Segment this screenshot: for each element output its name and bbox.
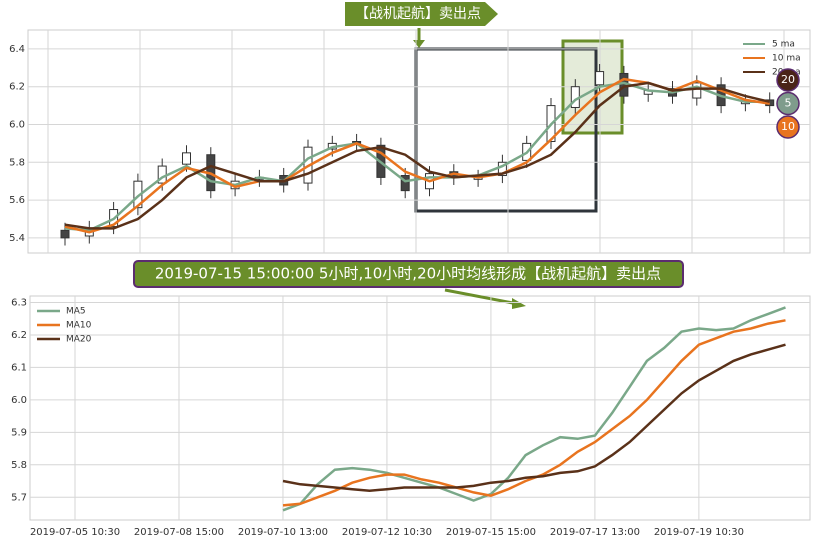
y-tick-label: 6.3: [11, 297, 27, 308]
y-tick-label: 5.6: [9, 195, 25, 206]
arrow: [444, 288, 519, 306]
badge: [776, 68, 800, 92]
candle-body: [182, 152, 191, 165]
y-tick-label: 6.2: [11, 330, 27, 341]
ma-line: [282, 343, 786, 493]
arrow-head: [512, 298, 526, 309]
x-tick-label: 2019-07-10 13:00: [238, 527, 328, 538]
y-tick-label: 6.0: [11, 395, 27, 406]
legend-label: 5 ma: [772, 40, 795, 50]
legend-label: MA20: [66, 335, 92, 345]
y-tick-label: 5.9: [11, 427, 27, 438]
top-plot: [27, 29, 811, 254]
y-tick-label: 5.8: [11, 460, 27, 471]
badge-label: 5: [785, 97, 792, 110]
x-tick-label: 2019-07-12 10:30: [342, 527, 432, 538]
bottom-annotation-box: [133, 260, 684, 288]
ma-line: [64, 81, 770, 230]
x-tick-label: 2019-07-05 10:30: [30, 527, 120, 538]
top-annotation: 【战机起航】卖出点: [355, 6, 481, 22]
badge-label: 10: [781, 120, 795, 133]
y-tick-label: 6.1: [11, 362, 27, 373]
y-tick-label: 6.4: [9, 44, 25, 55]
candle-body: [595, 71, 605, 86]
candle-body: [692, 82, 702, 99]
x-tick-label: 2019-07-15 15:00: [446, 527, 536, 538]
y-tick-label: 5.8: [9, 157, 25, 168]
bottom-annotation: 2019-07-15 15:00:00 5小时,10小时,20小时均线形成【战机…: [155, 265, 661, 283]
x-tick-label: 2019-07-08 15:00: [134, 527, 224, 538]
x-tick-label: 2019-07-19 10:30: [654, 527, 744, 538]
y-tick-label: 5.4: [9, 233, 25, 244]
ma-line: [282, 306, 786, 512]
legend-label: 10 ma: [772, 54, 801, 64]
y-tick-label: 6.2: [9, 82, 25, 93]
candle-body: [400, 175, 410, 192]
legend-label: MA5: [66, 307, 86, 317]
badge-label: 20: [781, 73, 795, 86]
badge: [776, 91, 800, 116]
candle-body: [60, 229, 70, 239]
x-tick-label: 2019-07-17 13:00: [550, 527, 640, 538]
ma-line: [64, 81, 770, 232]
y-tick-label: 5.7: [11, 492, 27, 503]
top-annotation-box: [345, 2, 498, 26]
legend-label: MA10: [66, 321, 92, 331]
y-tick-label: 6.0: [9, 119, 25, 130]
badge: [776, 115, 800, 139]
